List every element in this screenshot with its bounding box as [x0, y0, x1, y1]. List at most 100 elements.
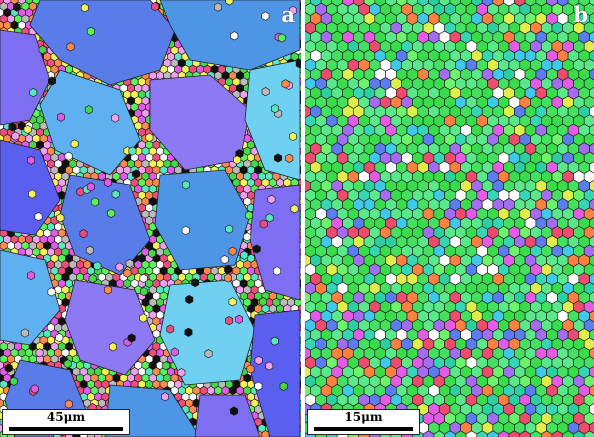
fine-grain — [184, 327, 193, 337]
fine-grain — [26, 155, 35, 165]
fine-grain — [139, 313, 148, 323]
scale-bar-b: 15μm — [307, 409, 420, 435]
fine-grain — [23, 124, 32, 134]
fine-grain — [111, 189, 120, 199]
fine-grain — [185, 294, 194, 305]
fine-grain — [589, 421, 594, 434]
fine-grain — [191, 278, 200, 288]
fine-grain — [132, 169, 140, 179]
fine-grain — [583, 430, 594, 437]
fine-grain — [589, 328, 594, 341]
fine-grain — [297, 178, 301, 187]
fine-grain — [295, 59, 301, 69]
fine-grain — [48, 76, 57, 86]
fine-grain — [589, 105, 594, 118]
fine-grain — [277, 33, 286, 43]
fine-grain — [589, 347, 594, 360]
fine-grain — [259, 297, 268, 307]
fine-grain — [140, 287, 148, 297]
fine-grain — [228, 246, 237, 256]
fine-grain — [55, 333, 64, 343]
fine-grain — [64, 399, 73, 409]
fine-grain — [224, 264, 233, 274]
fine-grain — [56, 112, 65, 122]
fine-grain — [70, 139, 79, 149]
fine-grain — [63, 359, 72, 369]
coarse-grain — [0, 139, 61, 236]
fine-grain — [259, 219, 268, 229]
fine-grain — [127, 333, 136, 343]
fine-grain — [84, 105, 93, 115]
fine-grain — [79, 229, 88, 239]
fine-grain — [589, 291, 594, 304]
fine-grain — [13, 2, 21, 12]
fine-grain — [240, 250, 249, 260]
fine-grain — [265, 361, 274, 371]
fine-grain — [589, 198, 594, 211]
fine-grain — [128, 146, 137, 156]
fine-grain — [11, 131, 20, 141]
fine-grain — [29, 88, 38, 98]
fine-grain — [224, 273, 232, 283]
fine-grain — [246, 364, 255, 374]
fine-grain — [115, 262, 124, 272]
fine-grain — [91, 197, 99, 207]
fine-grain — [589, 31, 594, 44]
fine-grain — [230, 31, 239, 41]
fine-grain — [285, 153, 294, 163]
fine-grain — [139, 273, 148, 283]
fine-grain — [123, 268, 132, 278]
fine-grain — [289, 131, 297, 142]
grain-orientation-map-a — [0, 0, 301, 437]
grain-orientation-map-b — [305, 0, 594, 437]
fine-grain — [177, 368, 186, 378]
panel-label-a: a — [281, 2, 295, 27]
fine-grain — [589, 384, 594, 397]
fine-grain — [88, 274, 97, 284]
fine-grain — [86, 26, 95, 36]
fine-grain — [151, 2, 160, 12]
fine-grain — [225, 316, 234, 326]
fine-grain — [281, 79, 290, 89]
fine-grain — [589, 365, 594, 379]
fine-grain — [166, 324, 175, 334]
fine-grain — [243, 232, 251, 242]
fine-grain — [589, 179, 594, 193]
fine-grain — [86, 182, 95, 192]
scale-bar-line-a — [9, 427, 123, 431]
fine-grain — [104, 178, 112, 188]
coarse-grain — [154, 169, 251, 271]
fine-grain — [589, 272, 594, 286]
fine-grain — [589, 403, 594, 416]
fine-grain — [4, 363, 13, 373]
fine-grain — [162, 361, 171, 371]
coarse-grain — [249, 309, 301, 437]
fine-grain — [220, 255, 229, 265]
fine-grain — [148, 248, 157, 258]
fine-grain — [589, 12, 594, 25]
fine-grain — [182, 180, 190, 190]
coarse-grain — [0, 29, 51, 126]
fine-grain — [267, 194, 276, 204]
fine-grain — [230, 406, 238, 416]
fine-grain — [589, 49, 594, 62]
fine-grain — [30, 384, 39, 394]
fine-grain — [589, 235, 594, 248]
scale-bar-label-a: 45μm — [46, 410, 86, 424]
coarse-grain — [39, 69, 141, 176]
fine-grain — [261, 87, 270, 97]
fine-grain — [245, 210, 253, 220]
fine-grain — [274, 153, 283, 163]
fine-grain — [233, 155, 242, 165]
fine-grain — [20, 328, 29, 338]
fine-grain — [225, 224, 234, 234]
fine-grain — [34, 212, 43, 222]
fine-grain — [589, 124, 594, 137]
fine-grain — [589, 86, 594, 100]
fine-grain — [80, 3, 89, 13]
fine-grain — [270, 336, 279, 346]
fine-grain — [111, 113, 120, 123]
fine-grain — [589, 161, 594, 174]
fine-grain — [279, 381, 288, 391]
fine-grain — [305, 0, 311, 7]
